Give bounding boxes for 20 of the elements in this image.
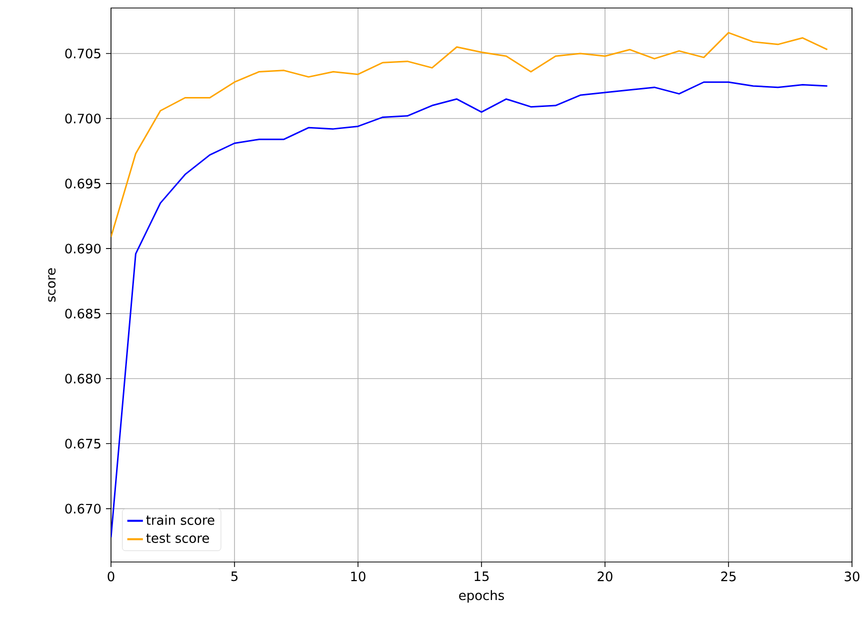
y-tick-label: 0.680	[65, 374, 101, 384]
y-tick-label: 0.690	[65, 244, 101, 254]
x-tick-label: 5	[231, 572, 238, 582]
y-tick-label: 0.675	[65, 438, 100, 449]
x-axis-title: epochs	[459, 590, 504, 603]
y-tick-label: 0.700	[65, 114, 101, 124]
y-tick-label: 0.685	[65, 308, 100, 319]
y-tick-label: 0.695	[65, 178, 100, 188]
x-tick-label: 10	[351, 572, 366, 582]
x-tick-label: 25	[721, 572, 736, 582]
x-tick-label: 30	[844, 572, 860, 582]
y-tick-label: 0.705	[65, 48, 100, 58]
x-tick-label: 0	[108, 572, 114, 582]
x-tick-label: 15	[474, 572, 489, 582]
legend-label: test score	[146, 534, 209, 543]
line-series	[111, 32, 828, 238]
x-tick-label: 20	[598, 572, 612, 582]
y-axis-title: score	[48, 268, 56, 302]
y-tick-label: 0.670	[65, 504, 101, 514]
legend-label: train score	[146, 514, 214, 525]
